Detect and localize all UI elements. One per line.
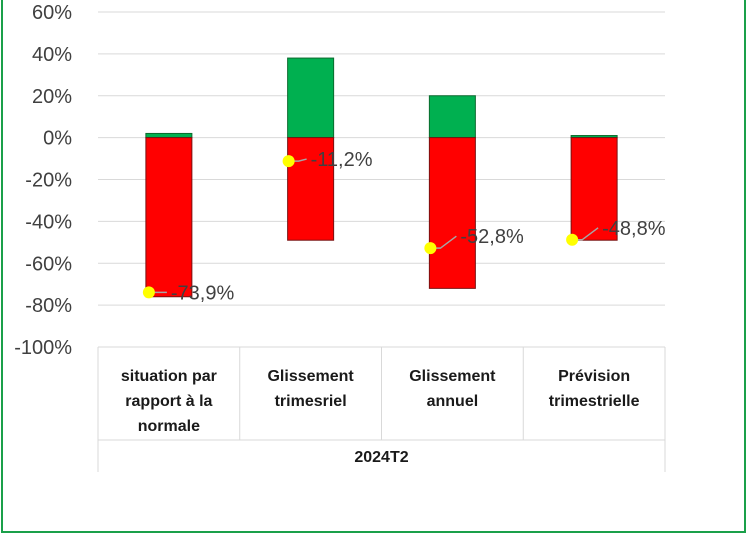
category-label: Glissement: [267, 368, 354, 385]
category-label: annuel: [427, 393, 479, 410]
y-tick-label: -40%: [25, 211, 72, 233]
bar: [570, 137, 618, 241]
bar: [428, 137, 476, 289]
y-tick-label: -100%: [14, 337, 72, 359]
bar: [287, 137, 335, 241]
category-label: situation par: [121, 368, 217, 385]
bar: [145, 137, 193, 298]
group-label: 2024T2: [354, 449, 408, 466]
data-point: [566, 233, 579, 246]
bar: [145, 132, 193, 139]
y-tick-label: 0%: [43, 128, 72, 150]
data-label: -73,9%: [171, 282, 235, 304]
bar: [428, 95, 476, 139]
data-label: -11,2%: [311, 149, 373, 171]
data-label: -52,8%: [460, 226, 524, 248]
y-tick-label: -60%: [25, 253, 72, 275]
category-label: Glissement: [409, 368, 496, 385]
data-point: [142, 286, 155, 299]
category-label: trimesriel: [275, 393, 347, 410]
y-tick-label: -80%: [25, 295, 72, 317]
data-label: -48,8%: [602, 218, 666, 240]
y-tick-label: -20%: [25, 170, 72, 192]
data-point: [424, 242, 437, 255]
category-label: rapport à la: [125, 393, 212, 410]
y-tick-label: 20%: [32, 86, 72, 108]
y-tick-label: 60%: [32, 2, 72, 24]
category-label: normale: [138, 418, 200, 435]
category-label: Prévision: [558, 368, 630, 385]
y-tick-label: 40%: [32, 44, 72, 66]
bar: [287, 57, 335, 139]
category-label: trimestrielle: [549, 393, 640, 410]
data-point: [282, 155, 295, 168]
